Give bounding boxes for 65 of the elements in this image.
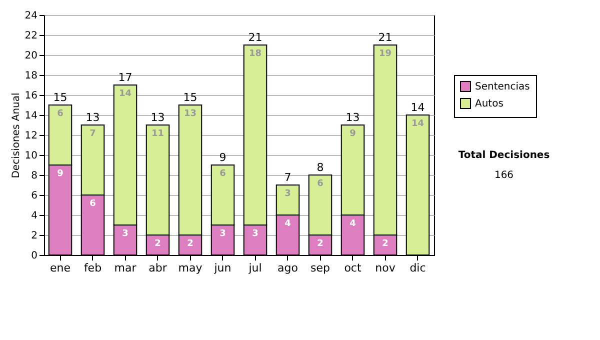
y-tick-label: 8 [31,170,38,182]
y-tick-label: 24 [24,10,38,22]
total-label: 13 [86,111,100,124]
data-label: 3 [284,189,291,199]
data-label: 18 [248,49,262,59]
x-tick-label: ago [278,262,298,274]
data-label: 14 [411,119,424,129]
total-label: 15 [183,91,198,104]
data-label: 6 [220,169,226,179]
data-label: 6 [317,179,324,189]
total-label: 9 [219,151,226,164]
x-tick-label: feb [84,262,102,274]
x-tick-label: sep [310,262,330,274]
total-label: 17 [118,71,132,84]
y-tick-label: 22 [24,30,38,42]
total-label: 13 [346,111,360,124]
data-label: 6 [90,199,96,209]
text: Total Decisiones [458,150,550,161]
x-tick-label: may [178,262,203,274]
x-tick-label: mar [114,262,137,274]
total-label: 8 [316,161,324,174]
data-label: 3 [122,229,128,239]
total-label: 7 [284,171,292,184]
data-label: 7 [90,129,96,139]
text: 166 [494,170,514,181]
x-tick-label: jun [213,262,232,274]
data-label: 4 [350,219,356,229]
y-axis-title: Decisiones Anual [10,92,22,178]
total-label: 21 [378,31,392,44]
y-tick-label: 10 [24,150,38,162]
y-tick-label: 12 [24,130,38,142]
x-tick-label: ene [50,262,71,274]
y-tick-label: 0 [31,250,38,262]
y-tick-label: 20 [24,50,38,62]
data-label: 14 [118,89,132,99]
data-label: 4 [284,219,291,229]
total-label: 21 [248,31,262,44]
data-label: 9 [350,129,356,139]
x-tick-label: nov [375,262,396,274]
y-tick-label: 16 [24,90,38,102]
x-tick-label: dic [410,262,426,274]
y-tick-label: 14 [24,110,38,122]
data-label: 3 [220,229,226,239]
data-label: 6 [57,109,64,119]
data-label: 11 [151,129,164,139]
y-tick-label: 18 [24,70,38,82]
total-label: 13 [150,111,165,124]
data-label: 2 [382,239,388,249]
x-tick-label: abr [148,262,168,274]
data-label: 2 [187,239,194,249]
total-label: 15 [53,91,68,104]
data-label: 13 [184,109,197,119]
data-label: 2 [317,239,324,249]
data-label: 3 [252,229,258,239]
x-tick-label: jul [248,262,262,274]
data-label: 19 [378,49,392,59]
total-label: 14 [410,101,425,114]
legend-label: Autos [475,98,504,110]
legend-label: Sentencias [475,82,530,92]
y-tick-label: 6 [31,190,38,202]
x-tick-label: oct [344,262,362,274]
data-label: 2 [154,239,161,249]
y-tick-label: 2 [31,230,38,242]
y-tick-label: 4 [31,210,38,222]
data-label: 9 [57,169,64,179]
